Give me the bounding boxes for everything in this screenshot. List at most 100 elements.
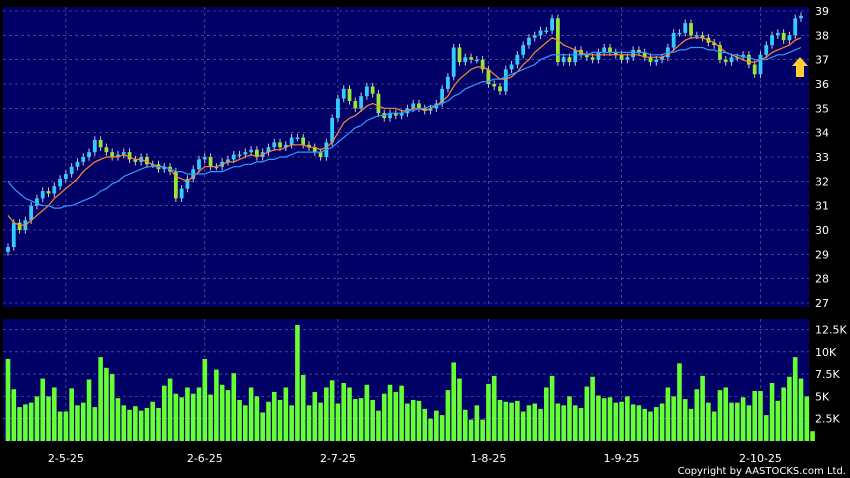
volume-bar [648,411,653,441]
volume-bar [578,407,584,441]
volume-bar [393,391,399,441]
volume-bar [405,403,410,441]
candle-body [92,139,97,153]
volume-bar [243,405,248,441]
volume-tick-label: 5K [815,390,830,403]
volume-bar [28,402,34,441]
moving-average-lines [7,37,802,226]
volume-bar [104,367,109,441]
price-tick-label: 29 [815,248,829,261]
volume-bar [694,389,700,441]
candle-body [185,178,190,189]
candle-body [469,57,473,60]
volume-axis-ticks: 2.5K 5K 7.5K 10K 12.5K [815,323,847,425]
volume-bar [179,397,184,441]
candle-body [364,86,369,97]
volume-bar [746,405,752,441]
volume-bar [451,362,456,441]
volume-bar [5,358,11,441]
candle-body [637,49,641,53]
volume-bar [671,396,676,441]
date-tick-label: 2-10-25 [739,452,782,465]
volume-bar [711,411,717,441]
candle-body [127,152,132,160]
candle-body [179,188,184,199]
volume-bar [364,384,370,441]
candle-body [318,152,323,157]
candle-body [608,47,612,53]
candle-body [121,152,126,155]
volume-bar [653,407,659,441]
candle-body [81,157,86,162]
price-tick-label: 34 [815,127,829,140]
volume-bar [34,396,40,441]
volume-bar [260,412,265,441]
volume-bars [5,325,815,441]
candle-body [625,57,630,60]
candle-body [486,69,491,84]
volume-bar [376,410,381,441]
candle-body [58,178,62,187]
volume-bar [312,391,318,441]
volume-bar [23,404,28,441]
candle-body [116,154,120,157]
candle-body [498,86,502,92]
candle-body [87,152,91,157]
candle-body [17,222,22,230]
volume-bar [486,383,491,441]
volume-bar [387,384,393,441]
volume-bar [63,411,69,441]
volume-bar [381,393,387,441]
volume-bar [80,402,86,441]
date-tick-label: 2-7-25 [320,452,356,465]
volume-bar [474,405,480,441]
volume-bar [248,387,254,441]
date-axis-ticks: 2-5-25 2-6-25 2-7-25 1-8-25 1-9-25 2-10-25 [48,452,782,465]
candle-body [428,108,433,111]
volume-bar [98,357,103,441]
candle-body [214,166,219,169]
date-tick-label: 2-5-25 [48,452,84,465]
candle-body [787,35,792,41]
candle-body [775,32,780,36]
volume-bar [428,418,433,441]
volume-bar [700,375,705,441]
volume-bar [208,394,213,441]
candle-body [98,139,103,148]
volume-bar [266,401,271,441]
volume-bar [439,415,445,441]
volume-bar [665,387,671,441]
candle-body [63,174,68,179]
candle-body [202,157,207,160]
candle-body [341,88,346,99]
volume-bar [370,399,375,441]
candle-body [255,149,259,157]
candle-body [393,113,398,116]
candle-body [133,159,138,162]
volume-bar [804,396,810,441]
candle-body [336,98,340,119]
volume-bar [283,387,289,441]
volume-bar [520,411,526,441]
volume-bar [740,397,746,441]
latest-price-arrow-icon [792,57,808,77]
volume-bar [775,400,781,441]
volume-bar [11,389,17,441]
volume-bar [445,390,451,441]
candle-body [463,57,468,63]
candle-body [561,57,566,63]
price-axis-ticks: 27 28 29 30 31 32 33 34 35 36 37 38 39 [815,5,829,310]
volume-bar [659,403,665,441]
volume-bar [491,375,497,441]
candle-body [422,108,427,111]
candle-body [642,52,647,58]
volume-bar [538,408,543,441]
candle-body [173,171,178,199]
price-tick-label: 32 [815,175,829,188]
volume-bar [584,386,590,441]
volume-tick-label: 12.5K [815,323,847,336]
price-tick-label: 31 [815,200,829,213]
volume-bar [399,385,404,441]
candle-body [197,159,201,170]
